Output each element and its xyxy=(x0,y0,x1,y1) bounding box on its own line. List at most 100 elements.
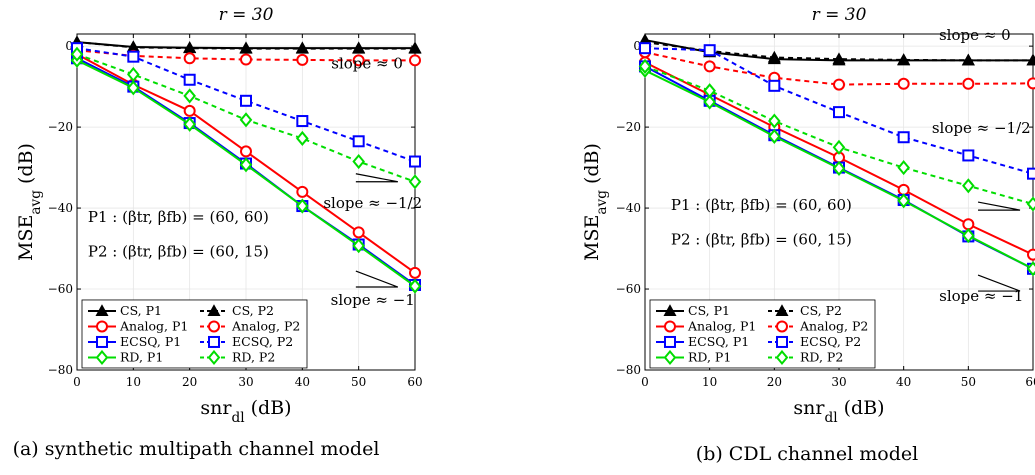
data-point xyxy=(296,115,309,128)
legend-label: Analog, P1 xyxy=(687,318,756,333)
data-point xyxy=(703,60,716,73)
config-label: P2 : (βtr, βfb) = (60, 15) xyxy=(88,243,269,261)
legend-label: CS, P2 xyxy=(232,303,274,318)
series-analog-p2 xyxy=(639,46,1035,91)
data-point xyxy=(1026,196,1035,212)
slope-triangle xyxy=(355,173,398,183)
legend-marker xyxy=(664,320,676,333)
y-tick-label: −20 xyxy=(48,120,73,134)
legend-entry: ECSQ, P1 xyxy=(656,334,749,349)
legend-entry: CS, P1 xyxy=(656,303,730,318)
data-point xyxy=(408,41,422,54)
legend-marker xyxy=(208,335,220,348)
slope-annotation: slope ≈ −1/2 xyxy=(932,119,1031,137)
config-label: P1 : (βtr, βfb) = (60, 60) xyxy=(671,196,852,214)
data-point xyxy=(1027,167,1035,180)
legend-entry: CS, P2 xyxy=(768,303,842,318)
x-tick-label: 60 xyxy=(1025,375,1035,389)
x-tick-label: 30 xyxy=(831,375,846,389)
data-point xyxy=(409,155,421,168)
series-ecsq-p2 xyxy=(639,42,1035,180)
data-point xyxy=(183,52,196,65)
data-point xyxy=(352,153,365,170)
data-point xyxy=(767,50,781,63)
y-axis-label: MSEavg (dB) xyxy=(15,143,44,261)
chart-panel-1: 0 10 20 30 40 50 60 −80 −60 −40 −20 0 r = 30 snrdl (d… xyxy=(13,5,423,460)
legend-marker xyxy=(776,320,788,333)
data-point xyxy=(703,83,716,99)
x-axis-label: snrdl (dB) xyxy=(200,397,291,426)
y-tick-label: 0 xyxy=(65,39,73,53)
data-point xyxy=(639,42,651,55)
data-point xyxy=(897,131,910,144)
data-point xyxy=(832,52,846,65)
data-point xyxy=(768,79,781,92)
data-point xyxy=(296,53,309,66)
data-point xyxy=(239,112,253,128)
slope-annotation: slope ≈ −1 xyxy=(331,291,415,309)
y-tick-label: −60 xyxy=(616,282,641,296)
legend-label: ECSQ, P1 xyxy=(120,334,181,349)
data-point xyxy=(962,149,975,162)
data-point xyxy=(127,66,140,83)
legend-label: RD, P1 xyxy=(688,349,731,364)
data-point xyxy=(962,178,975,194)
x-tick-label: 20 xyxy=(767,375,782,389)
data-point xyxy=(70,46,84,62)
slope-annotation: slope ≈ 0 xyxy=(331,54,403,72)
slope-annotation: slope ≈ −1 xyxy=(939,287,1023,305)
data-point xyxy=(897,77,910,90)
y-tick-label: 0 xyxy=(633,39,641,53)
legend-entry: RD, P2 xyxy=(200,349,275,366)
legend-marker xyxy=(207,349,221,366)
chart-title: r = 30 xyxy=(812,5,867,25)
series-ecsq-p2 xyxy=(71,42,421,168)
legend-label: ECSQ, P2 xyxy=(800,334,861,349)
data-point xyxy=(962,218,975,231)
legend-box xyxy=(649,299,876,369)
data-point xyxy=(183,73,196,86)
x-axis-label: snrdl (dB) xyxy=(793,397,884,426)
legend-entry: RD, P1 xyxy=(88,349,163,366)
x-tick-label: 40 xyxy=(295,375,310,389)
legend-marker xyxy=(775,349,789,366)
figure-caption: (b) CDL channel model xyxy=(696,443,918,465)
y-tick-label: −40 xyxy=(48,201,73,215)
legend-label: Analog, P2 xyxy=(799,318,868,333)
legend: CS, P1 CS, P2 Analog, P1 Analog, P2 ECSQ, P1… xyxy=(81,299,308,369)
legend-entry: CS, P1 xyxy=(88,303,162,318)
config-label: P2 : (βtr, βfb) = (60, 15) xyxy=(671,231,852,249)
slope-triangle xyxy=(977,201,1021,211)
chart-title: r = 30 xyxy=(219,5,274,25)
data-point xyxy=(352,226,365,239)
data-point xyxy=(296,185,309,198)
legend-box xyxy=(81,299,308,369)
legend-entry: CS, P2 xyxy=(200,303,274,318)
data-point xyxy=(408,174,422,190)
chart-panel-2: 0 10 20 30 40 50 60 −80 −60 −40 −20 0 r = 30 snrdl (d… xyxy=(581,5,1035,465)
data-point xyxy=(833,78,845,91)
legend-entry: RD, P2 xyxy=(768,349,843,366)
data-point xyxy=(962,228,975,244)
legend-label: RD, P2 xyxy=(800,349,843,364)
data-point xyxy=(832,160,846,176)
legend-marker xyxy=(775,304,789,316)
data-point xyxy=(638,58,652,74)
data-point xyxy=(352,41,366,54)
data-point xyxy=(703,94,716,110)
legend-label: CS, P2 xyxy=(800,303,842,318)
legend-entry: Analog, P1 xyxy=(656,318,756,333)
y-tick-label: −40 xyxy=(616,201,641,215)
data-point xyxy=(409,266,421,279)
data-point xyxy=(1027,248,1035,261)
data-point xyxy=(295,41,309,54)
y-tick-label: −80 xyxy=(616,363,641,377)
legend-entry: RD, P1 xyxy=(656,349,731,366)
data-point xyxy=(239,41,253,54)
legend-label: CS, P1 xyxy=(120,303,162,318)
legend-marker xyxy=(663,304,677,316)
data-point xyxy=(409,54,421,67)
legend-marker xyxy=(96,335,108,348)
legend-label: CS, P1 xyxy=(688,303,730,318)
